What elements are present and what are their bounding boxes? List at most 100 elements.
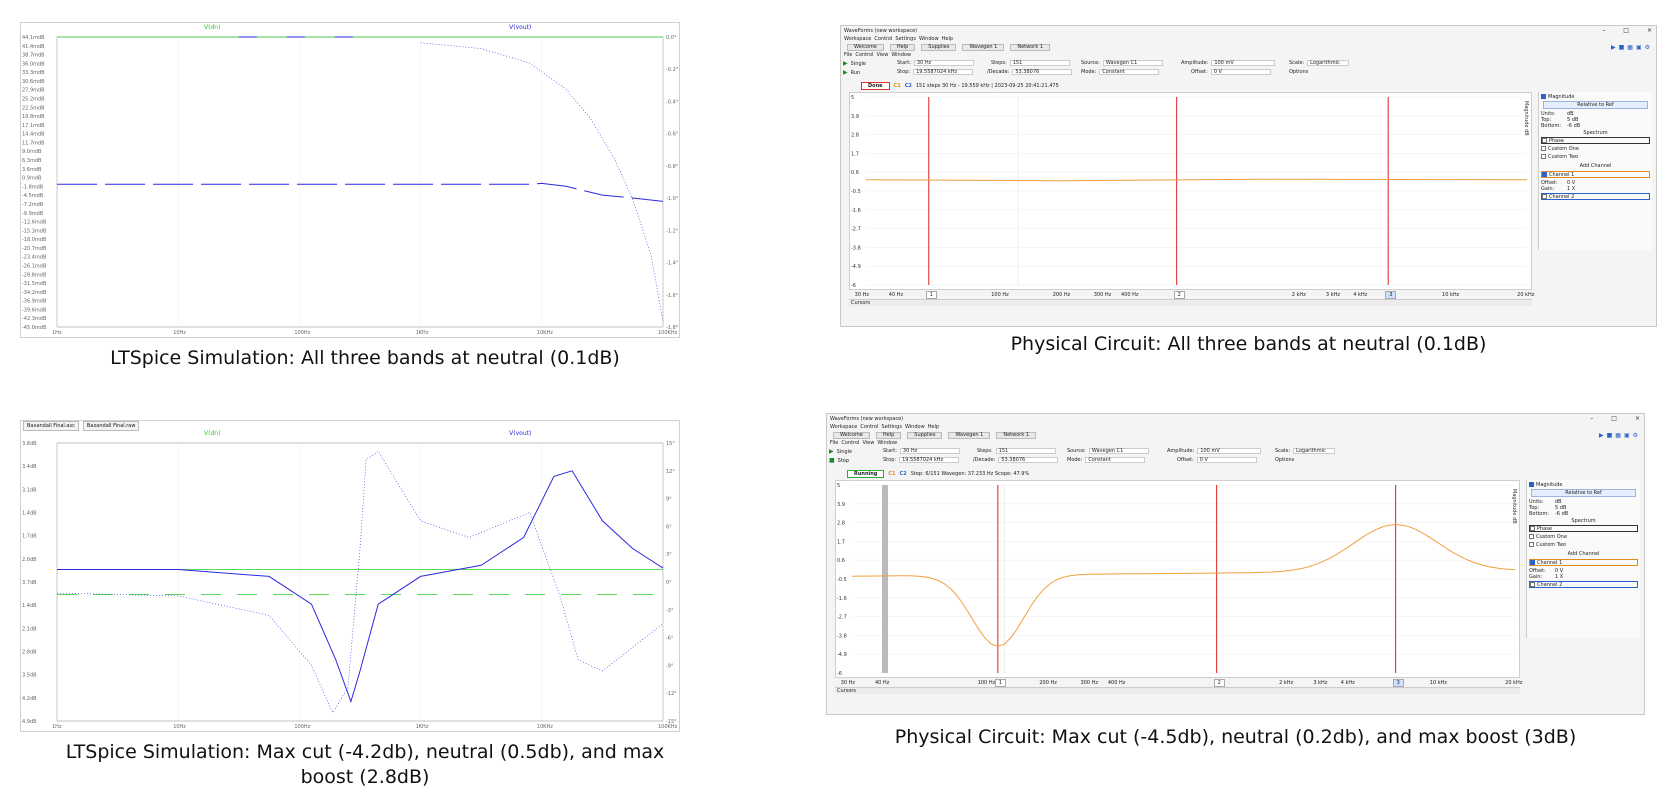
- stop-field-value[interactable]: 19.5587024 kHz: [913, 69, 974, 75]
- menu-item[interactable]: Workspace: [830, 424, 858, 430]
- menu-item[interactable]: Control: [860, 424, 879, 430]
- channel2-toggle[interactable]: Channel 2: [1529, 581, 1638, 588]
- mode-field-value[interactable]: Constant: [1085, 457, 1146, 463]
- run-button[interactable]: ▶ Run: [843, 69, 860, 76]
- amplitude-field-value[interactable]: 100 mV: [1197, 448, 1262, 454]
- scale-field-value[interactable]: Logarithmic: [1293, 448, 1336, 454]
- units-field-value[interactable]: dB: [1555, 498, 1562, 505]
- tab-help[interactable]: Help: [875, 431, 902, 439]
- stop-field-value[interactable]: 19.5587024 kHz: [899, 457, 960, 463]
- custom-two-toggle-checkbox[interactable]: [1529, 542, 1534, 547]
- options-button[interactable]: Options: [1275, 457, 1294, 463]
- grid-icon[interactable]: ▦: [1627, 43, 1633, 51]
- phase-toggle-checkbox[interactable]: [1542, 138, 1547, 143]
- phase-toggle-checkbox[interactable]: [1530, 526, 1535, 531]
- spectrum-dropdown[interactable]: Spectrum: [1541, 129, 1650, 136]
- channel1-toggle[interactable]: Channel 1: [1529, 559, 1638, 566]
- channel1-toggle-checkbox[interactable]: [1530, 560, 1535, 565]
- menu-item[interactable]: Help: [927, 424, 940, 430]
- cursor-2-handle[interactable]: 2: [1173, 290, 1185, 299]
- single-button[interactable]: ▶ Single: [829, 448, 852, 455]
- relative-to-ref-button[interactable]: Relative to Ref: [1543, 101, 1648, 109]
- close-button[interactable]: ×: [1634, 415, 1640, 422]
- menu-item[interactable]: Window: [904, 424, 925, 430]
- scale-field-value[interactable]: Logarithmic: [1307, 60, 1350, 66]
- channel2-toggle-checkbox[interactable]: [1530, 582, 1535, 587]
- cursor-3-handle[interactable]: 3: [1385, 290, 1397, 299]
- add-channel-button[interactable]: Add Channel: [1529, 550, 1638, 557]
- steps-field-value[interactable]: 151: [1009, 60, 1070, 66]
- stop-icon[interactable]: ■: [1606, 431, 1613, 439]
- custom-two-toggle-checkbox[interactable]: [1541, 154, 1546, 159]
- channel2-toggle[interactable]: Channel 2: [1541, 193, 1650, 200]
- play-icon[interactable]: ▶: [1610, 43, 1616, 51]
- custom-two-toggle[interactable]: Custom Two: [1541, 153, 1650, 160]
- bottom-field-value[interactable]: -6 dB: [1555, 510, 1569, 517]
- custom-one-toggle-checkbox[interactable]: [1529, 534, 1534, 539]
- window-icon[interactable]: ▣: [1635, 43, 1642, 51]
- custom-one-toggle-checkbox[interactable]: [1541, 146, 1546, 151]
- menu-item[interactable]: Control: [874, 36, 893, 42]
- close-button[interactable]: ×: [1646, 27, 1652, 34]
- menu-item[interactable]: Settings: [895, 36, 916, 42]
- tab-network[interactable]: Network 1: [1010, 43, 1051, 51]
- menu-item[interactable]: Window: [918, 36, 939, 42]
- decade-field-value[interactable]: 53.38076: [1012, 69, 1073, 75]
- decade-field-value[interactable]: 53.38076: [998, 457, 1059, 463]
- offset-field-value[interactable]: 0 V: [1210, 69, 1271, 75]
- magnitude-toggle[interactable]: Magnitude: [1529, 481, 1638, 488]
- tab-welcome[interactable]: Welcome: [847, 43, 884, 51]
- top-field-value[interactable]: 5 dB: [1567, 116, 1579, 123]
- channel1-offset-value[interactable]: 0 V: [1567, 179, 1576, 186]
- cursor-3-handle[interactable]: 3: [1392, 678, 1404, 687]
- mode-field-value[interactable]: Constant: [1099, 69, 1160, 75]
- menu-item[interactable]: File: [844, 52, 853, 58]
- menu-item[interactable]: Window: [891, 52, 912, 58]
- source-field-value[interactable]: Wavegen C1: [1088, 448, 1149, 454]
- grid-icon[interactable]: ▦: [1615, 431, 1621, 439]
- menu-item[interactable]: File: [830, 440, 839, 446]
- tab-wavegen[interactable]: Wavegen 1: [962, 43, 1005, 51]
- channel1-gain-value[interactable]: 1 X: [1567, 185, 1576, 192]
- magnitude-toggle[interactable]: Magnitude: [1541, 93, 1650, 100]
- offset-field-value[interactable]: 0 V: [1196, 457, 1257, 463]
- options-button[interactable]: Options: [1289, 69, 1308, 75]
- phase-toggle[interactable]: Phase: [1541, 137, 1650, 144]
- custom-two-toggle[interactable]: Custom Two: [1529, 541, 1638, 548]
- menu-item[interactable]: View: [862, 440, 875, 446]
- menu-item[interactable]: Control: [855, 52, 874, 58]
- add-channel-button[interactable]: Add Channel: [1541, 162, 1650, 169]
- run-button[interactable]: ■ Stop: [829, 457, 849, 464]
- menu-item[interactable]: Workspace: [844, 36, 872, 42]
- menu-item[interactable]: View: [876, 52, 889, 58]
- start-field-value[interactable]: 30 Hz: [899, 448, 960, 454]
- maximize-button[interactable]: □: [1623, 27, 1629, 34]
- ltspice-tab-asc[interactable]: Baxandall Final.asc: [23, 421, 79, 431]
- top-field-value[interactable]: 5 dB: [1555, 504, 1567, 511]
- tab-network[interactable]: Network 1: [996, 431, 1037, 439]
- source-field-value[interactable]: Wavegen C1: [1102, 60, 1163, 66]
- play-icon[interactable]: ▶: [1598, 431, 1604, 439]
- gear-icon[interactable]: ⚙: [1644, 43, 1650, 51]
- tab-welcome[interactable]: Welcome: [833, 431, 870, 439]
- relative-to-ref-button[interactable]: Relative to Ref: [1531, 489, 1636, 497]
- minimize-button[interactable]: –: [1602, 27, 1606, 34]
- tab-supplies[interactable]: Supplies: [907, 431, 943, 439]
- stop-icon[interactable]: ■: [1618, 43, 1625, 51]
- ltspice-tab-raw[interactable]: Baxandall Final.raw: [82, 421, 140, 431]
- channel1-gain-value[interactable]: 1 X: [1555, 573, 1564, 580]
- window-icon[interactable]: ▣: [1623, 431, 1630, 439]
- channel1-toggle[interactable]: Channel 1: [1541, 171, 1650, 178]
- start-field-value[interactable]: 30 Hz: [913, 60, 974, 66]
- phase-toggle[interactable]: Phase: [1529, 525, 1638, 532]
- channel1-offset-value[interactable]: 0 V: [1555, 567, 1564, 574]
- maximize-button[interactable]: □: [1611, 415, 1617, 422]
- menu-item[interactable]: Settings: [881, 424, 902, 430]
- menu-item[interactable]: Control: [841, 440, 860, 446]
- single-button[interactable]: ▶ Single: [843, 60, 866, 67]
- magnitude-toggle-checkbox[interactable]: [1529, 482, 1534, 487]
- custom-one-toggle[interactable]: Custom One: [1541, 145, 1650, 152]
- tab-help[interactable]: Help: [889, 43, 916, 51]
- magnitude-toggle-checkbox[interactable]: [1541, 94, 1546, 99]
- minimize-button[interactable]: –: [1590, 415, 1594, 422]
